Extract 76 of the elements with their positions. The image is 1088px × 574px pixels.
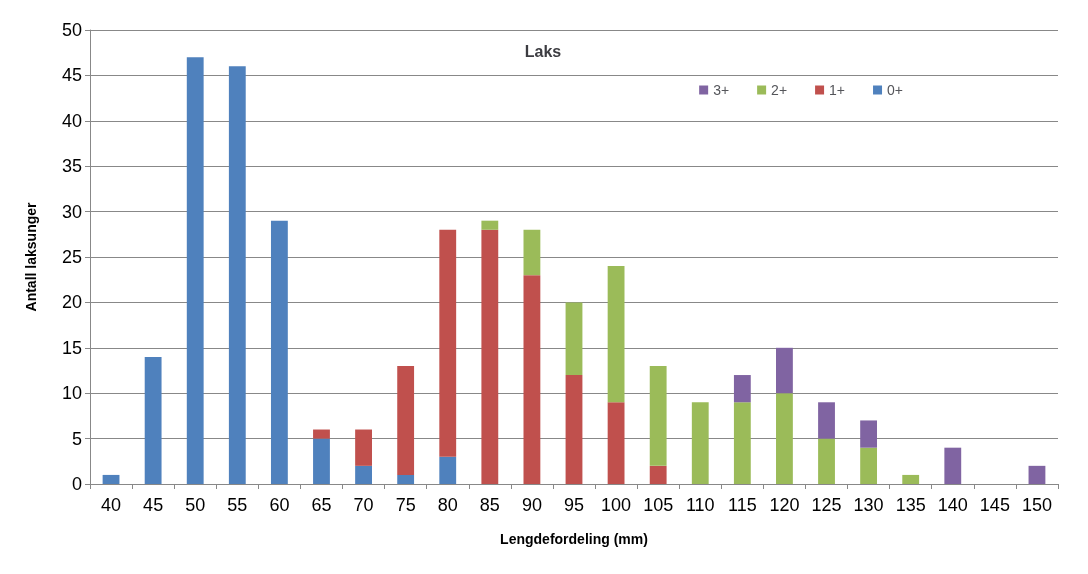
- y-tick-label: 10: [61, 383, 82, 404]
- bar: [565, 302, 583, 376]
- bar: [818, 438, 835, 484]
- x-tick-label: 50: [185, 495, 206, 515]
- x-tick-label: 90: [521, 495, 542, 515]
- bar: [776, 393, 793, 484]
- x-tick-label: 135: [895, 495, 926, 515]
- bar: [355, 429, 372, 466]
- x-tick-label: 120: [769, 495, 800, 515]
- legend-label: 1+: [829, 82, 846, 98]
- bar: [733, 402, 751, 484]
- bar: [481, 229, 499, 484]
- bar: [818, 402, 835, 439]
- x-tick-label: 65: [311, 495, 332, 515]
- bar: [523, 275, 541, 484]
- bar: [439, 456, 457, 484]
- bar: [397, 474, 415, 484]
- legend-label: 2+: [771, 82, 788, 98]
- bar: [1028, 465, 1046, 484]
- x-tick-label: 45: [143, 495, 164, 515]
- x-tick-label: 145: [979, 495, 1010, 515]
- x-tick-label: 80: [437, 495, 458, 515]
- bar: [102, 474, 120, 484]
- bar: [860, 420, 878, 448]
- bar: [228, 66, 246, 484]
- x-tick-label: 130: [853, 495, 884, 515]
- x-tick-label: 150: [1021, 495, 1052, 515]
- y-tick-label: 0: [71, 474, 82, 494]
- bar: [439, 229, 457, 457]
- x-tick-label: 115: [728, 495, 757, 515]
- y-tick-label: 15: [61, 337, 82, 358]
- bar: [270, 220, 288, 484]
- x-tick-label: 140: [937, 495, 968, 515]
- bar: [649, 365, 667, 466]
- legend-label: 3+: [713, 82, 730, 98]
- bar: [607, 402, 625, 484]
- y-axis-title: Antall laksunger: [23, 201, 39, 312]
- bar: [355, 465, 372, 484]
- bar: [144, 356, 162, 484]
- x-tick-label: 55: [227, 495, 248, 515]
- y-tick-label: 30: [61, 201, 82, 222]
- bar: [523, 229, 541, 276]
- x-tick-label: 100: [601, 495, 632, 515]
- x-tick-label: 85: [479, 495, 500, 515]
- x-tick-label: 40: [101, 495, 122, 515]
- bar: [691, 402, 709, 484]
- bar: [607, 266, 625, 403]
- bar: [860, 447, 878, 484]
- y-tick-label: 5: [71, 428, 82, 449]
- bar: [944, 447, 962, 484]
- y-tick-label: 40: [61, 110, 82, 131]
- bar: [733, 375, 751, 403]
- x-axis-title: Lengdefordeling (mm): [500, 531, 648, 547]
- bar: [481, 220, 499, 230]
- y-tick-label: 35: [61, 156, 82, 177]
- legend-label: 0+: [887, 82, 904, 98]
- x-tick-label: 125: [811, 495, 842, 515]
- x-tick-label: 60: [269, 495, 290, 515]
- bar: [186, 57, 204, 484]
- bar: [397, 365, 415, 475]
- bar: [313, 438, 330, 484]
- y-tick-label: 45: [61, 65, 82, 86]
- x-tick-label: 70: [353, 495, 374, 515]
- y-tick-label: 20: [61, 292, 82, 313]
- x-tick-label: 95: [563, 495, 585, 515]
- text: Laks: [524, 42, 562, 60]
- x-tick-label: 75: [395, 495, 416, 515]
- y-tick-label: 50: [61, 20, 82, 40]
- x-tick-label: 110: [685, 495, 715, 515]
- bar: [776, 347, 793, 394]
- bar: [649, 465, 667, 484]
- bar: [902, 474, 920, 484]
- y-tick-label: 25: [61, 247, 82, 267]
- x-tick-label: 105: [643, 495, 674, 515]
- bar: [313, 429, 330, 439]
- bar: [565, 375, 583, 484]
